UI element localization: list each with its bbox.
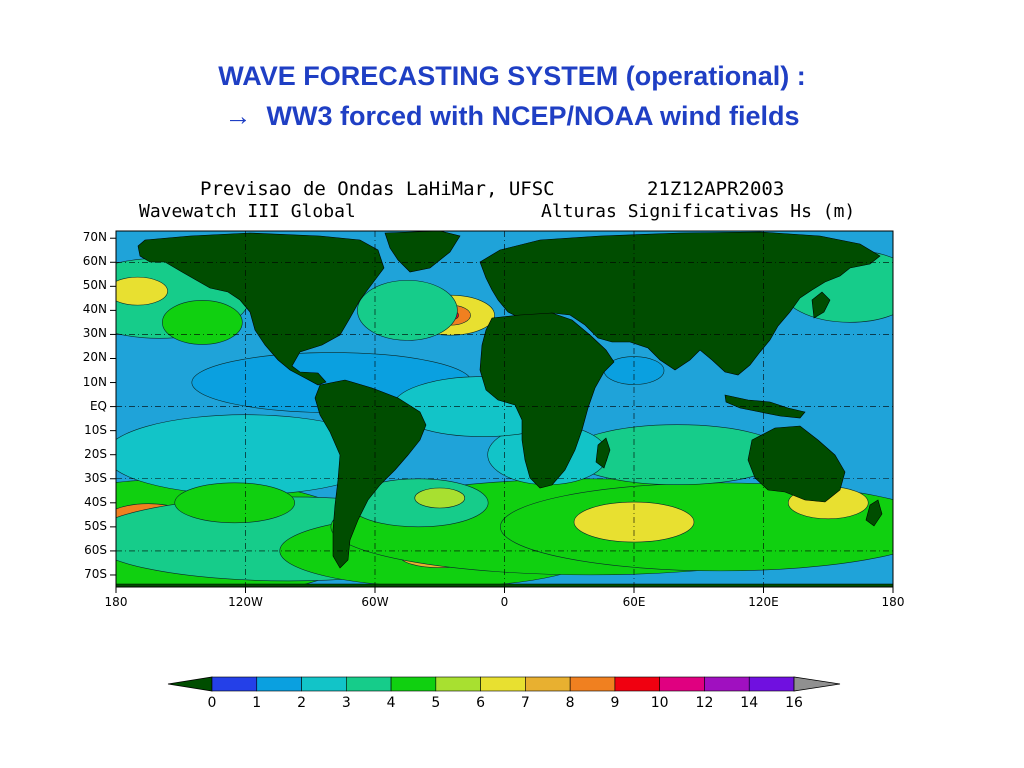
new-zealand (865, 499, 883, 527)
colorbar-swatch (346, 676, 392, 692)
lat-label: 60N (82, 254, 107, 269)
colorbar-swatch (569, 676, 616, 692)
colorbar-swatch (390, 676, 437, 692)
colorbar-label: 6 (476, 695, 486, 711)
colorbar-label: 16 (785, 695, 803, 711)
wave-contour-23 (174, 482, 296, 524)
colorbar-swatch (256, 676, 302, 692)
greenland (384, 231, 461, 273)
lat-label: 60S (84, 542, 107, 557)
lat-label: 20S (84, 446, 107, 461)
colorbar-label: 9 (610, 695, 620, 711)
north-america (137, 232, 385, 386)
lon-label: 60E (622, 595, 646, 609)
lat-label: 10N (82, 374, 107, 389)
colorbar-swatch (614, 676, 660, 692)
lon-label: 0 (500, 595, 509, 609)
lat-label: 30S (84, 470, 107, 485)
lon-label: 180 (104, 595, 128, 609)
lon-label: 120E (748, 595, 779, 609)
colorbar-swatch (435, 676, 481, 692)
continents (116, 231, 893, 587)
wave-contour-12 (357, 280, 458, 341)
colorbar-swatch (748, 676, 795, 692)
colorbar-label: 14 (740, 695, 759, 711)
lat-label: 50S (84, 518, 107, 533)
lat-label: 70N (82, 230, 107, 245)
wave-contour-21 (414, 487, 466, 509)
colorbar-label: 5 (431, 695, 441, 711)
wave-contour-15 (162, 300, 243, 345)
lat-label: 40N (82, 302, 107, 317)
slide-title-line-1: WAVE FORECASTING SYSTEM (operational) : (218, 61, 806, 91)
map-gridlines (116, 231, 893, 587)
plot-subheader-right: Alturas Significativas Hs (m) (541, 201, 856, 222)
colorbar-label: 7 (520, 695, 530, 711)
lat-label: 50N (82, 278, 107, 293)
colorbar-swatch (301, 676, 347, 692)
colorbar-swatch (211, 676, 258, 692)
lat-label: 20N (82, 350, 107, 365)
lon-label: 180 (881, 595, 905, 609)
map-field (116, 231, 893, 587)
australia (747, 425, 846, 503)
colorbar-label: 0 (207, 695, 217, 711)
colorbar-swatch (659, 676, 705, 692)
colorbar-over-arrow (793, 676, 841, 692)
lat-label: 70S (84, 566, 107, 581)
lat-label: 40S (84, 494, 107, 509)
colorbar-label: 10 (650, 695, 669, 711)
wave-contour-14 (116, 276, 168, 306)
africa (479, 312, 615, 489)
colorbar-swatch (480, 676, 526, 692)
plot-subheader-left: Wavewatch III Global (139, 201, 356, 222)
japan (811, 291, 831, 319)
arrow-right-icon: → (224, 101, 252, 131)
colorbar-label: 1 (252, 695, 262, 711)
south-america (314, 379, 427, 569)
lat-label: EQ (89, 398, 107, 413)
lat-label: 30N (82, 326, 107, 341)
wave-contour-7 (500, 482, 893, 572)
colorbar-label: 4 (386, 695, 396, 711)
colorbar-label: 8 (565, 695, 575, 711)
slide-title-line-2: → WW3 forced with NCEP/NOAA wind fields (0, 101, 1024, 132)
lat-label: 10S (84, 422, 107, 437)
colorbar-swatch (525, 676, 571, 692)
colorbar-label: 3 (341, 695, 351, 711)
plot-header-right: 21Z12APR2003 (647, 178, 785, 200)
lon-label: 60W (361, 595, 389, 609)
indonesia (724, 394, 806, 419)
madagascar (595, 437, 611, 469)
colorbar-under-arrow (167, 676, 213, 692)
wave-height-contours (116, 250, 893, 587)
plot-header-left: Previsao de Ondas LaHiMar, UFSC (200, 178, 555, 200)
axis-ticks (110, 237, 894, 593)
colorbar-swatch (704, 676, 750, 692)
colorbar-label: 2 (297, 695, 306, 711)
colorbar-label: 12 (695, 695, 714, 711)
lon-label: 120W (228, 595, 263, 609)
slide-subtitle-text: WW3 forced with NCEP/NOAA wind fields (266, 101, 800, 131)
colorbar (167, 676, 841, 692)
